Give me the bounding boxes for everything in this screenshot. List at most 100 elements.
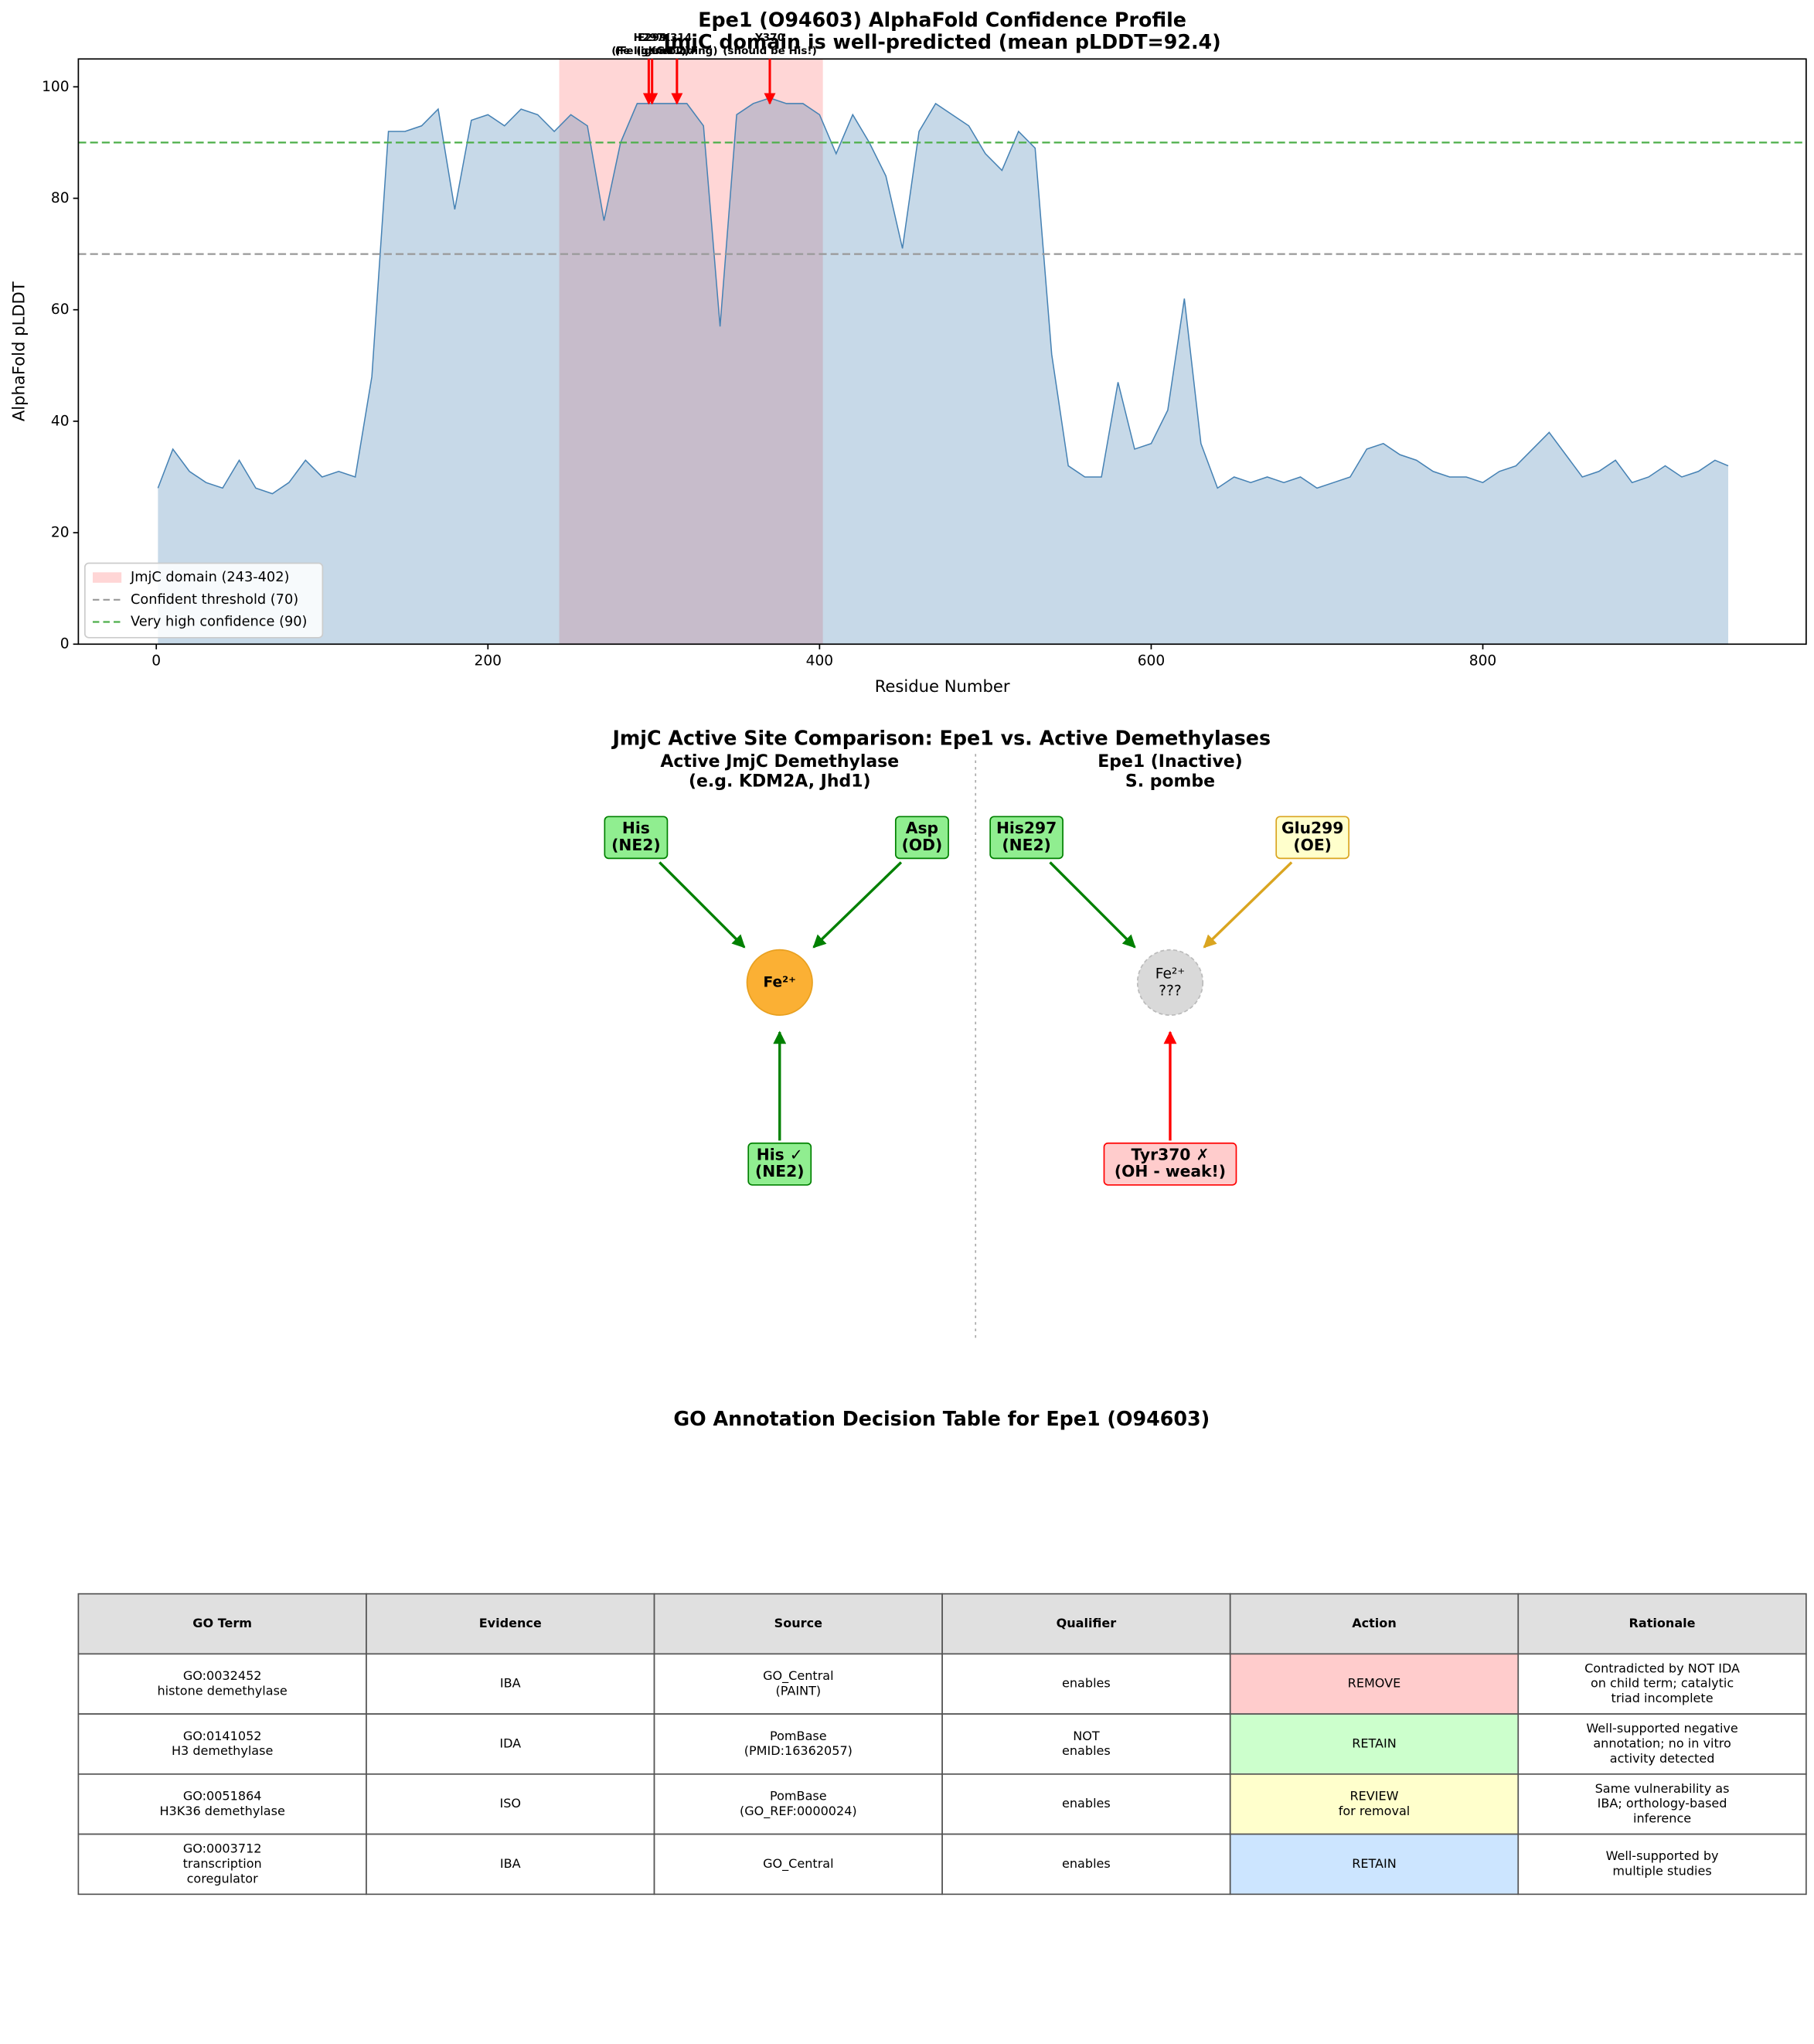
ligand-box <box>747 1142 812 1186</box>
cell-text: GO:0051864 <box>183 1788 262 1803</box>
table-cell <box>77 1653 367 1715</box>
header-text: Source <box>774 1616 822 1630</box>
annotation-label: (Fe ligand 2) <box>615 45 689 57</box>
x-axis-label: Residue Number <box>875 676 1010 696</box>
table-cell <box>941 1653 1231 1715</box>
cell-text: IDA <box>499 1736 521 1750</box>
cell-text: NOT <box>1073 1729 1100 1743</box>
table-cell <box>653 1773 943 1835</box>
ligand-label: (OD) <box>902 836 943 854</box>
ligand-label: His ✓ <box>757 1145 803 1163</box>
cell-text: RETAIN <box>1352 1736 1397 1750</box>
annotation-label: (should be His!) <box>723 45 817 57</box>
cell-text: (PAINT) <box>775 1683 821 1698</box>
cell-text: Contradicted by NOT IDA <box>1584 1661 1740 1675</box>
cell-text: histone demethylase <box>158 1683 288 1698</box>
table-cell <box>1229 1833 1520 1896</box>
cell-text: (GO_REF:0000024) <box>740 1804 857 1819</box>
metal-ion <box>746 949 813 1016</box>
table-cell <box>77 1773 367 1835</box>
cell-text: triad incomplete <box>1611 1691 1714 1705</box>
table-cell <box>1229 1773 1520 1835</box>
table-cell <box>653 1653 943 1715</box>
ligand-arrow <box>812 861 903 949</box>
legend-swatch <box>92 572 122 583</box>
x-tick-label: 200 <box>475 653 502 669</box>
y-tick-label: 60 <box>51 301 70 318</box>
table-cell <box>941 1833 1231 1896</box>
cell-text: Same vulnerability as <box>1595 1781 1730 1796</box>
table-cell <box>366 1833 655 1896</box>
cell-text: enables <box>1062 1856 1111 1871</box>
cell-text: GO_Central <box>763 1668 834 1684</box>
y-tick-label: 20 <box>51 525 70 541</box>
header-cell <box>653 1593 943 1655</box>
legend-label: Very high confidence (90) <box>131 615 308 630</box>
header-cell <box>77 1593 367 1655</box>
metal-ion <box>1136 949 1204 1016</box>
cell-text: H3 demethylase <box>172 1743 274 1758</box>
panel-heading: S. pombe <box>1125 772 1215 792</box>
table-title: GO Annotation Decision Table for Epe1 (O… <box>673 1407 1210 1430</box>
diagram-title: JmjC Active Site Comparison: Epe1 vs. Ac… <box>611 727 1271 750</box>
legend-label: JmjC domain (243-402) <box>130 570 289 585</box>
x-tick-label: 400 <box>806 653 833 669</box>
cell-text: multiple studies <box>1612 1864 1711 1879</box>
ligand-label: His297 <box>996 819 1057 837</box>
annotation-label: E299 <box>638 32 666 44</box>
table-cell <box>1517 1833 1807 1896</box>
table-cell <box>77 1713 367 1775</box>
cell-text: (PMID:16362057) <box>744 1743 853 1758</box>
ligand-box <box>1275 816 1349 860</box>
cell-text: activity detected <box>1610 1751 1715 1766</box>
cell-text: GO:0003712 <box>183 1841 262 1856</box>
chart-subtitle: JmjC domain is well-predicted (mean pLDD… <box>662 30 1220 53</box>
legend-box <box>83 562 324 639</box>
ligand-label: Tyr370 ✗ <box>1131 1145 1209 1163</box>
cell-text: ISO <box>499 1796 521 1811</box>
y-tick-label: 40 <box>51 413 70 429</box>
table-cell <box>941 1773 1231 1835</box>
panel-heading: Epe1 (Inactive) <box>1098 752 1242 772</box>
metal-label: Fe²⁺ <box>764 974 796 990</box>
table-cell <box>77 1833 367 1896</box>
annotation-label: H297 <box>634 32 664 44</box>
table-cell <box>653 1833 943 1896</box>
x-tick-label: 600 <box>1138 653 1165 669</box>
metal-label: Fe²⁺ <box>1155 966 1185 982</box>
cell-text: Well-supported by <box>1606 1848 1719 1863</box>
cell-text: annotation; no in vitro <box>1593 1736 1731 1750</box>
annotation-label: (αKG binding) <box>636 45 717 57</box>
panel-heading: Active JmjC Demethylase <box>660 752 899 772</box>
ligand-label: Asp <box>906 819 938 837</box>
ligand-arrow <box>1203 861 1293 949</box>
cell-text: REVIEW <box>1349 1788 1398 1803</box>
cell-text: REMOVE <box>1348 1676 1401 1691</box>
annotation-label: (Fe ligand 1) <box>611 45 686 57</box>
ligand-label: (NE2) <box>611 836 660 854</box>
header-cell <box>1517 1593 1807 1655</box>
header-cell <box>1229 1593 1520 1655</box>
header-cell <box>941 1593 1231 1655</box>
cell-text: enables <box>1062 1743 1111 1758</box>
domain-span <box>559 59 823 645</box>
x-tick-label: 800 <box>1469 653 1496 669</box>
annotation-label: K314 <box>662 32 693 44</box>
cell-text: IBA; orthology-based <box>1598 1796 1727 1811</box>
area-fill <box>158 97 1729 645</box>
ligand-box <box>989 816 1064 860</box>
y-axis-label: AlphaFold pLDDT <box>9 281 28 421</box>
cell-text: coregulator <box>187 1871 259 1886</box>
ligand-arrow <box>1049 861 1136 949</box>
ligand-label: (NE2) <box>1002 836 1050 854</box>
cell-text: enables <box>1062 1796 1111 1811</box>
cell-text: GO:0032452 <box>183 1668 262 1683</box>
ligand-label: His <box>622 819 650 837</box>
ligand-label: (OH - weak!) <box>1115 1162 1226 1180</box>
y-tick-label: 0 <box>60 636 70 652</box>
ligand-box <box>894 816 949 860</box>
table-cell <box>1229 1713 1520 1775</box>
cell-text: RETAIN <box>1352 1856 1397 1871</box>
